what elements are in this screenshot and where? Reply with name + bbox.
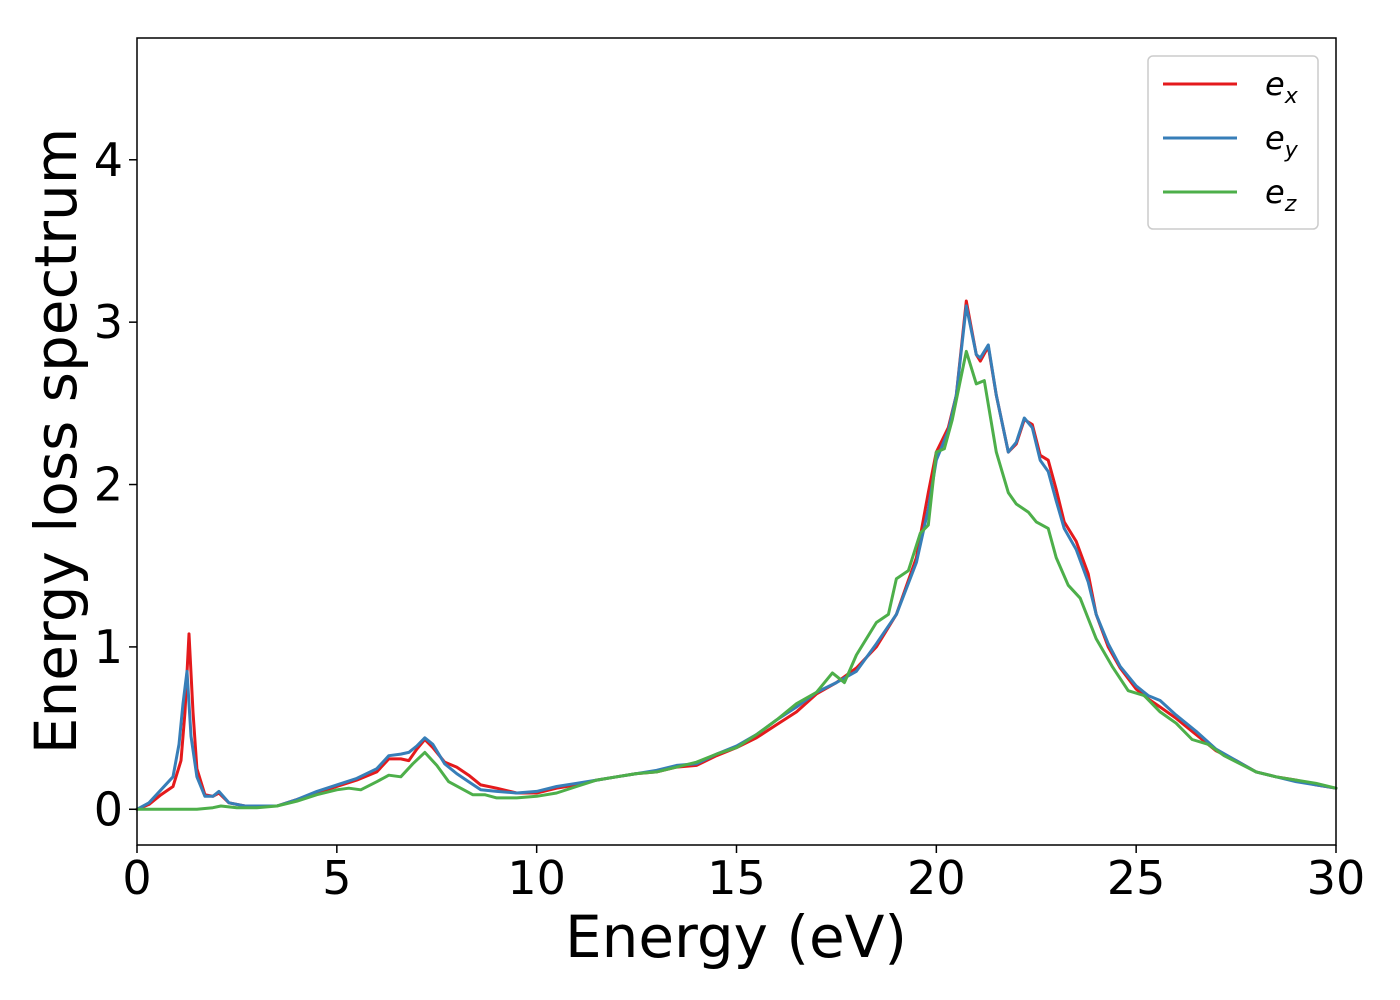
y-tick-label: 2 xyxy=(94,458,123,512)
x-tick-label: 5 xyxy=(322,851,351,905)
x-tick-label: 30 xyxy=(1307,851,1366,905)
y-tick-label: 1 xyxy=(94,620,123,674)
y-tick-label: 3 xyxy=(94,295,123,349)
x-tick-label: 20 xyxy=(907,851,966,905)
x-tick-label: 15 xyxy=(707,851,766,905)
y-tick-label: 4 xyxy=(94,133,123,187)
x-tick-label: 0 xyxy=(122,851,151,905)
y-axis-title: Energy loss spectrum xyxy=(22,128,90,754)
x-tick-label: 25 xyxy=(1107,851,1166,905)
x-axis-title: Energy (eV) xyxy=(565,903,907,971)
x-axis: 0 5 10 15 20 25 30 xyxy=(122,845,1365,905)
x-tick-label: 10 xyxy=(507,851,566,905)
y-axis: 0 1 2 3 4 xyxy=(94,133,137,836)
y-tick-label: 0 xyxy=(94,782,123,836)
